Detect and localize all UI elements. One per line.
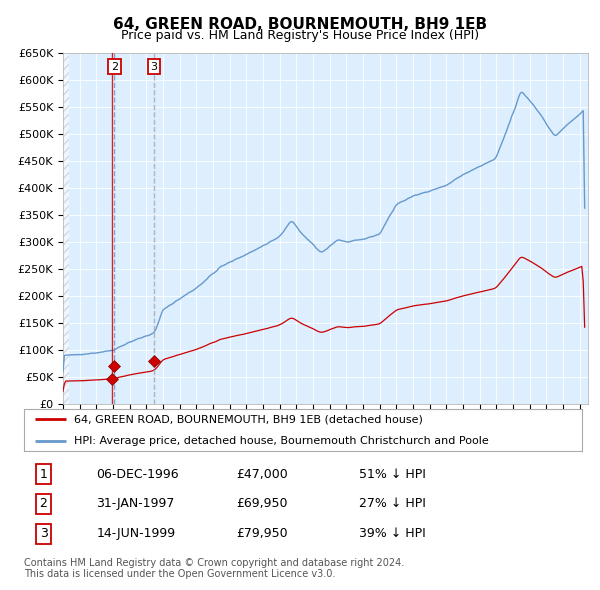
Text: £69,950: £69,950 bbox=[236, 497, 287, 510]
Bar bbox=[63, 53, 69, 404]
Text: 51% ↓ HPI: 51% ↓ HPI bbox=[359, 468, 425, 481]
Text: This data is licensed under the Open Government Licence v3.0.: This data is licensed under the Open Gov… bbox=[24, 569, 335, 579]
Text: 14-JUN-1999: 14-JUN-1999 bbox=[97, 527, 176, 540]
Text: 2: 2 bbox=[40, 497, 47, 510]
Text: 3: 3 bbox=[40, 527, 47, 540]
Text: 27% ↓ HPI: 27% ↓ HPI bbox=[359, 497, 425, 510]
Text: Contains HM Land Registry data © Crown copyright and database right 2024.: Contains HM Land Registry data © Crown c… bbox=[24, 558, 404, 568]
Text: £79,950: £79,950 bbox=[236, 527, 287, 540]
Text: 39% ↓ HPI: 39% ↓ HPI bbox=[359, 527, 425, 540]
Text: 31-JAN-1997: 31-JAN-1997 bbox=[97, 497, 175, 510]
Text: 3: 3 bbox=[151, 61, 157, 71]
Text: 2: 2 bbox=[111, 61, 118, 71]
Text: 64, GREEN ROAD, BOURNEMOUTH, BH9 1EB (detached house): 64, GREEN ROAD, BOURNEMOUTH, BH9 1EB (de… bbox=[74, 415, 423, 424]
Text: HPI: Average price, detached house, Bournemouth Christchurch and Poole: HPI: Average price, detached house, Bour… bbox=[74, 436, 489, 445]
Text: 1: 1 bbox=[40, 468, 47, 481]
Text: 06-DEC-1996: 06-DEC-1996 bbox=[97, 468, 179, 481]
Text: Price paid vs. HM Land Registry's House Price Index (HPI): Price paid vs. HM Land Registry's House … bbox=[121, 30, 479, 42]
Text: £47,000: £47,000 bbox=[236, 468, 288, 481]
Text: 64, GREEN ROAD, BOURNEMOUTH, BH9 1EB: 64, GREEN ROAD, BOURNEMOUTH, BH9 1EB bbox=[113, 17, 487, 31]
